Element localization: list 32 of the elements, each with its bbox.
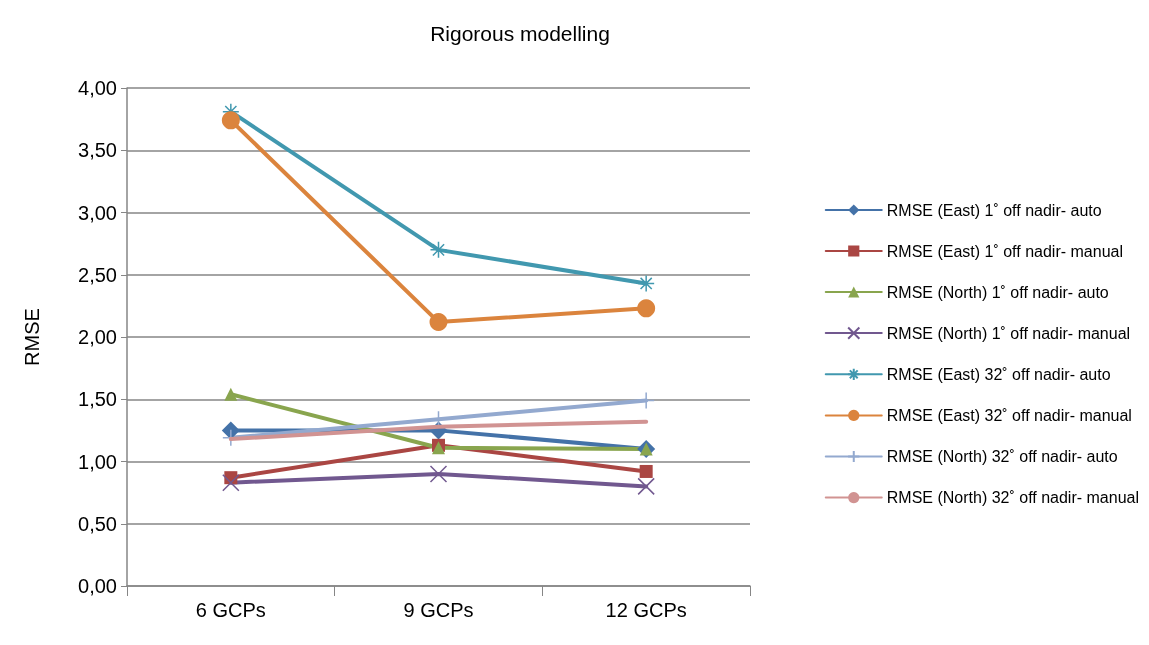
y-tick-label: 1,00: [78, 450, 117, 473]
point: [222, 473, 240, 492]
y-tick-label: 0,00: [78, 575, 117, 597]
point: [637, 299, 656, 318]
y-tick-label: 0,50: [78, 512, 117, 535]
point: [639, 464, 653, 478]
point: [637, 477, 655, 496]
y-tick-label: 4,00: [78, 77, 117, 99]
legend-label: RMSE (East) 32˚ off nadir- auto: [886, 365, 1111, 383]
y-tick-label: 2,50: [78, 263, 117, 286]
legend-label: RMSE (North) 32˚ off nadir- manual: [886, 489, 1140, 507]
y-tick-label: 3,50: [78, 139, 117, 162]
legend-label: RMSE (North) 32˚ off nadir- auto: [886, 448, 1118, 465]
legend-label: RMSE (East) 32˚ off nadir- manual: [886, 406, 1132, 424]
y-tick-label: 3,00: [78, 201, 117, 224]
x-tick-label: 9 GCPs: [403, 599, 474, 621]
y-tick-label: 1,50: [78, 388, 117, 411]
legend-label: RMSE (North) 1˚ off nadir- auto: [886, 283, 1109, 301]
legend-label: RMSE (East) 1˚ off nadir- auto: [886, 201, 1102, 219]
y-axis-title: RMSE: [21, 308, 43, 366]
point: [224, 387, 238, 401]
point: [221, 111, 240, 130]
x-tick-label: 12 GCPs: [605, 599, 687, 621]
chart-title: Rigorous modelling: [430, 22, 610, 45]
point: [429, 465, 448, 483]
legend-label: RMSE (North) 1˚ off nadir- manual: [886, 324, 1131, 342]
legend-label: RMSE (East) 1˚ off nadir- manual: [886, 242, 1123, 260]
point: [429, 313, 448, 332]
y-tick-label: 2,00: [78, 326, 117, 348]
point: [429, 241, 448, 259]
x-tick-label: 6 GCPs: [195, 599, 266, 621]
point: [637, 274, 655, 293]
